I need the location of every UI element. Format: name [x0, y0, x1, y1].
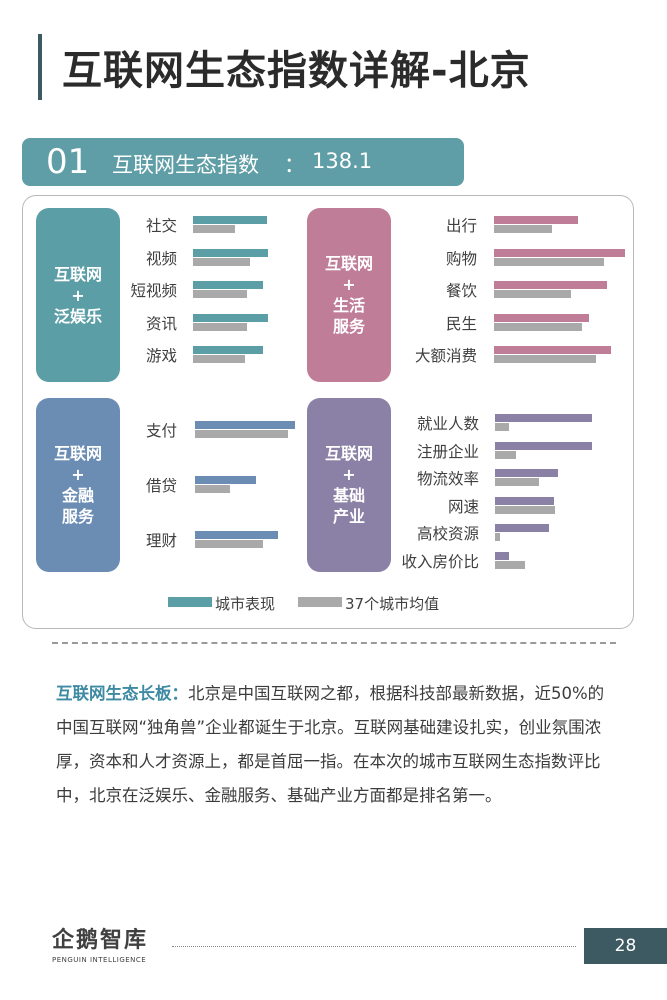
footer-rule — [172, 946, 576, 947]
bar-average — [494, 225, 553, 233]
bar-city — [495, 414, 593, 422]
bar-city — [193, 313, 269, 322]
category-label: 注册企业 — [416, 442, 479, 461]
category-label: 支付 — [145, 422, 177, 440]
bar-city — [495, 469, 558, 477]
bar-average — [195, 430, 289, 438]
page-number: 28 — [584, 928, 667, 964]
card-line: 互联网 — [53, 444, 102, 463]
bar-average — [495, 423, 509, 431]
bar-average — [494, 290, 571, 298]
brand-logo: 企鹅智库 PENGUIN INTELLIGENCE — [52, 922, 160, 964]
card-line: + — [71, 285, 85, 305]
bar-city — [494, 313, 589, 322]
bar-city — [193, 248, 269, 257]
index-value: 138.1 — [312, 149, 373, 173]
legend-avg-swatch — [298, 597, 342, 607]
summary-text: 北京是中国互联网之都，根据科技部最新数据，近50%的中国互联网“独角兽”企业都诞… — [56, 684, 605, 805]
bar-city — [494, 281, 608, 289]
legend-city-label: 城市表现 — [215, 595, 276, 613]
index-label: 互联网生态指数 — [112, 153, 259, 177]
bar-average — [495, 478, 540, 486]
category-label: 短视频 — [130, 282, 177, 300]
bar-average — [494, 355, 597, 363]
card-infrastructure: 互联网 + 基础 产业 — [307, 398, 391, 572]
bar-city — [495, 524, 549, 532]
bar-city — [195, 421, 296, 429]
category-label: 餐饮 — [445, 282, 477, 300]
card-line: 互联网 — [324, 444, 373, 463]
card-line: 互联网 — [324, 254, 373, 273]
bar-city — [494, 216, 578, 224]
index-number: 01 — [46, 142, 90, 182]
card-entertainment: 互联网 + 泛娱乐 — [36, 208, 120, 382]
card-line: + — [71, 465, 85, 484]
bar-average — [494, 257, 604, 266]
bar-average — [195, 485, 231, 493]
bar-average — [495, 560, 526, 569]
card-line: 互联网 — [53, 264, 102, 284]
card-line: + — [342, 465, 356, 484]
category-label: 社交 — [145, 217, 177, 235]
category-label: 视频 — [145, 249, 177, 268]
bar-city — [195, 476, 257, 484]
card-life-services: 互联网 + 生活 服务 — [307, 208, 391, 382]
bar-city — [195, 531, 279, 539]
category-label: 出行 — [445, 217, 477, 235]
category-label: 收入房价比 — [401, 552, 479, 571]
category-label: 购物 — [445, 249, 477, 268]
category-label: 高校资源 — [416, 525, 479, 543]
bar-average — [494, 322, 582, 331]
bar-city — [494, 346, 611, 354]
bar-city — [495, 441, 593, 450]
summary-paragraph: 互联网生态长板：北京是中国互联网之都，根据科技部最新数据，近50%的中国互联网“… — [56, 677, 618, 813]
bar-average — [193, 225, 235, 233]
title-accent-bar — [38, 34, 42, 100]
page-title: 互联网生态指数详解-北京 — [62, 48, 531, 94]
category-label: 就业人数 — [416, 415, 479, 433]
category-label: 网速 — [447, 497, 479, 516]
section-divider — [52, 642, 616, 644]
bar-average — [495, 450, 516, 459]
card-line: 产业 — [332, 507, 365, 526]
bar-city — [193, 281, 264, 289]
card-line: 泛娱乐 — [53, 306, 102, 326]
bar-average — [193, 290, 247, 298]
category-label: 大额消费 — [414, 347, 477, 365]
category-label: 物流效率 — [416, 470, 479, 488]
category-label: 游戏 — [145, 347, 177, 365]
card-line: 基础 — [332, 486, 365, 505]
card-line: 生活 — [332, 296, 365, 315]
legend-city-swatch — [168, 597, 212, 607]
category-label: 资讯 — [145, 314, 177, 333]
chart-panel: 互联网 + 泛娱乐 互联网 + 生活 服务 互联网 + 金融 服务 互联网 + … — [22, 195, 634, 629]
bar-average — [193, 257, 251, 266]
bar-city — [193, 346, 264, 354]
bar-average — [195, 540, 263, 548]
card-line: + — [342, 275, 356, 294]
category-label: 民生 — [445, 314, 477, 333]
category-label: 借贷 — [145, 477, 177, 495]
card-finance: 互联网 + 金融 服务 — [36, 398, 120, 572]
card-line: 服务 — [332, 317, 365, 336]
logo-subtext: PENGUIN INTELLIGENCE — [52, 956, 147, 964]
card-line: 金融 — [61, 486, 94, 505]
category-label: 理财 — [145, 532, 177, 550]
bar-city — [494, 248, 626, 257]
bar-average — [495, 505, 555, 514]
bar-city — [495, 551, 509, 560]
index-banner: 01 互联网生态指数 ： 138.1 — [22, 138, 464, 186]
bar-average — [495, 533, 500, 541]
bar-city — [193, 216, 267, 224]
bar-average — [193, 322, 247, 331]
bar-average — [193, 355, 246, 363]
legend-avg-label: 37个城市均值 — [345, 595, 440, 613]
summary-lead: 互联网生态长板： — [56, 684, 188, 703]
card-line: 服务 — [61, 507, 94, 526]
bar-city — [495, 496, 554, 505]
logo-text: 企鹅智库 — [52, 928, 149, 953]
index-colon: ： — [284, 153, 305, 177]
